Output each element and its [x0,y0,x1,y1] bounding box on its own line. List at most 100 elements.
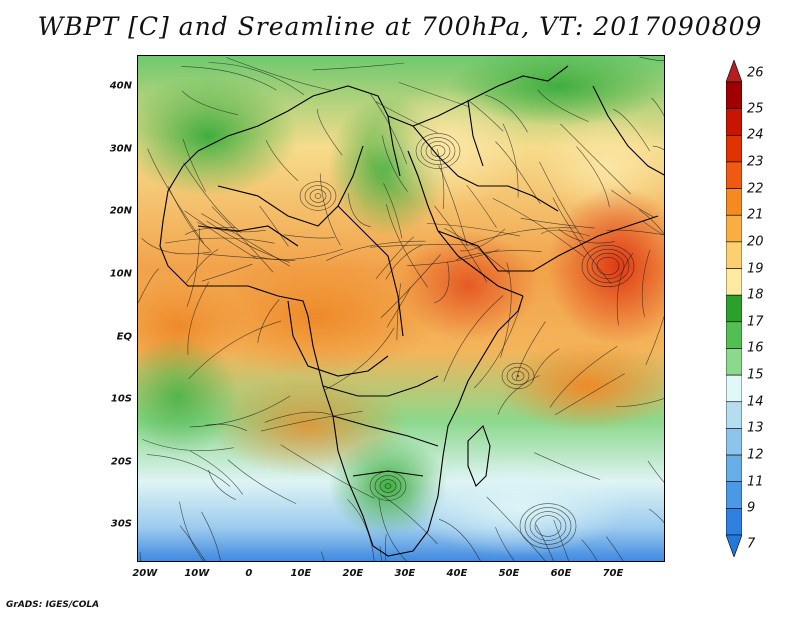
streamline [407,249,500,266]
streamline [181,66,277,91]
streamline [325,327,395,390]
streamline [642,220,664,236]
streamline [433,261,450,304]
streamline [639,56,664,61]
colorbar-label: 20 [747,234,764,250]
lon-label: 30E [394,568,416,579]
colorbar-label: 13 [747,420,764,436]
colorbar-segment [726,428,742,456]
streamline [606,536,624,561]
streamline [280,444,375,499]
map-title: WBPT [C] and Sreamline at 700hPa, VT: 20… [37,12,763,41]
lon-label: 10W [184,568,210,579]
streamline [398,82,469,107]
streamline [639,209,664,235]
streamline [139,552,142,561]
streamline [396,283,401,341]
circulation-swirl [501,362,535,390]
streamline [264,411,333,423]
colorbar-segment [726,161,742,189]
circulation-swirl [420,137,456,165]
colorbar-segment [726,214,742,243]
streamline [141,238,212,255]
streamline [312,62,405,71]
colorbar-label: 16 [747,340,764,356]
streamline [555,373,625,416]
streamline [535,524,555,561]
streamline [606,229,664,236]
streamline [436,148,445,210]
streamline [319,173,341,246]
streamline [205,423,248,431]
lat-label: 20S [110,456,132,468]
circulation-swirl [581,244,635,288]
streamline [470,227,577,245]
circulation-swirl [534,515,562,537]
streamline [641,249,651,317]
streamline [474,304,521,389]
streamline [201,263,253,282]
streamline [581,539,598,561]
lat-label: 30S [110,518,132,530]
streamline [576,146,610,208]
streamline [257,299,280,343]
colorbar-segment [726,81,742,109]
colorbar-label: 26 [747,65,764,81]
streamline [444,228,510,275]
streamline [534,452,601,480]
streamline [185,227,235,236]
streamline [187,281,209,355]
colorbar [726,60,742,557]
streamline [227,459,297,504]
streamline [186,248,219,283]
streamline [560,123,631,195]
streamline [495,527,515,561]
streamline [259,205,289,247]
colorbar-segment [726,188,742,216]
streamline [438,165,468,247]
colorbar-label: 7 [747,536,756,552]
streamline [283,234,335,239]
colorbar-segment [726,108,742,136]
streamline [613,108,651,152]
streamline [201,213,291,267]
streamline [179,525,206,561]
streamline [320,551,325,561]
streamline [190,450,244,495]
streamline [317,109,343,156]
streamline [645,315,664,366]
streamline [385,534,387,561]
lon-label: 0 [245,568,253,579]
colorbar-segment [726,348,742,376]
lon-label: 60E [550,568,572,579]
lon-label: 50E [498,568,520,579]
streamline [651,97,664,117]
streamline [460,228,506,252]
colorbar-label: 15 [747,367,764,383]
colorbar-label: 21 [747,207,764,223]
streamline [495,141,541,205]
circulation-swirl [379,479,397,493]
lat-label: 30N [109,143,132,155]
streamline [184,210,258,260]
streamline [347,193,371,227]
wbpt-streamline-map [138,56,664,561]
map-panel [137,55,665,562]
streamline [380,254,441,319]
streamline [203,253,296,261]
circulation-swirl [369,471,407,501]
streamline [138,268,160,304]
streamline [649,508,664,524]
lon-label: 20E [342,568,364,579]
streamline [520,217,595,229]
circulation-swirl [415,133,461,169]
streamline [146,454,231,487]
circulation-swirl [519,503,577,549]
streamline [434,205,488,283]
streamline [385,244,423,280]
coastlines-and-borders [159,65,664,557]
streamline [378,498,407,561]
streamline [380,494,438,545]
colorbar-label: 14 [747,394,764,410]
colorbar-segment [726,134,742,163]
